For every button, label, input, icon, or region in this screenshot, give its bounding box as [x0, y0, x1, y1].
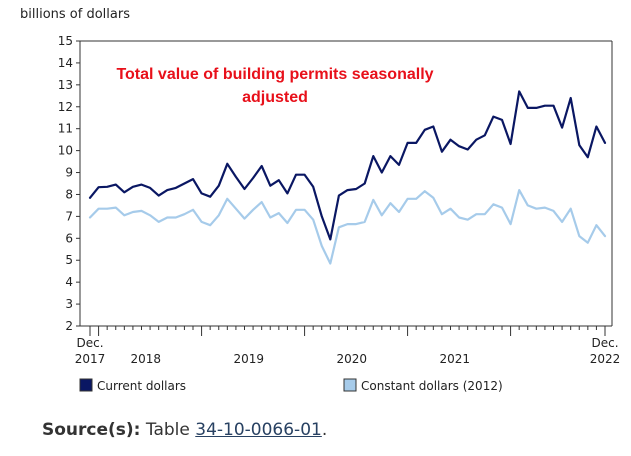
y-tick-label: 9 — [65, 166, 73, 180]
x-tick-label: 2020 — [337, 352, 368, 366]
chart-title-line-1: Total value of building permits seasonal… — [116, 66, 433, 83]
legend-label-current-dollars: Current dollars — [97, 379, 186, 393]
source-prefix: Table — [145, 420, 190, 440]
y-tick-label: 5 — [65, 253, 73, 267]
chart-title: Total value of building permits seasonal… — [116, 66, 433, 106]
y-axis-ticks: 2 3 4 5 6 7 8 9 10 11 12 13 14 15 — [58, 34, 80, 333]
y-tick-label: 3 — [65, 297, 73, 311]
legend-label-constant-dollars: Constant dollars (2012) — [361, 379, 503, 393]
y-tick-label: 12 — [58, 100, 73, 114]
y-tick-label: 4 — [65, 275, 73, 289]
x-axis-ticks: Dec. 2017 2018 2019 2020 2021 Dec. 2022 — [75, 326, 621, 366]
x-tick-label: 2018 — [131, 352, 162, 366]
x-tick-label: 2019 — [234, 352, 265, 366]
series-line-current-dollars — [88, 90, 607, 241]
y-tick-label: 8 — [65, 187, 73, 201]
y-tick-label: 14 — [58, 56, 73, 70]
source-label: Source(s): — [42, 420, 141, 440]
y-tick-label: 13 — [58, 78, 73, 92]
legend-swatch-constant-dollars — [343, 378, 357, 392]
y-axis-title: billions of dollars — [20, 7, 130, 22]
source-line: Source(s): Table 34-10-0066-01. — [42, 420, 327, 440]
chart-title-line-2: adjusted — [242, 89, 308, 106]
x-tick-label: Dec. — [76, 336, 103, 350]
legend: Current dollars Constant dollars (2012) — [79, 378, 503, 393]
y-tick-label: 6 — [65, 231, 73, 245]
series-lines — [88, 90, 607, 265]
y-tick-label: 10 — [58, 144, 73, 158]
legend-swatch-current-dollars — [79, 378, 93, 392]
y-tick-label: 15 — [58, 34, 73, 48]
y-tick-label: 7 — [65, 209, 73, 223]
source-table-link[interactable]: 34-10-0066-01 — [195, 420, 322, 440]
x-tick-label: 2017 — [75, 352, 106, 366]
y-tick-label: 11 — [58, 122, 73, 136]
x-tick-label: 2021 — [440, 352, 471, 366]
x-tick-label: Dec. — [591, 336, 618, 350]
y-tick-label: 2 — [65, 319, 73, 333]
x-tick-label: 2022 — [590, 352, 621, 366]
source-suffix: . — [321, 420, 328, 440]
series-line-constant-dollars — [88, 189, 607, 265]
